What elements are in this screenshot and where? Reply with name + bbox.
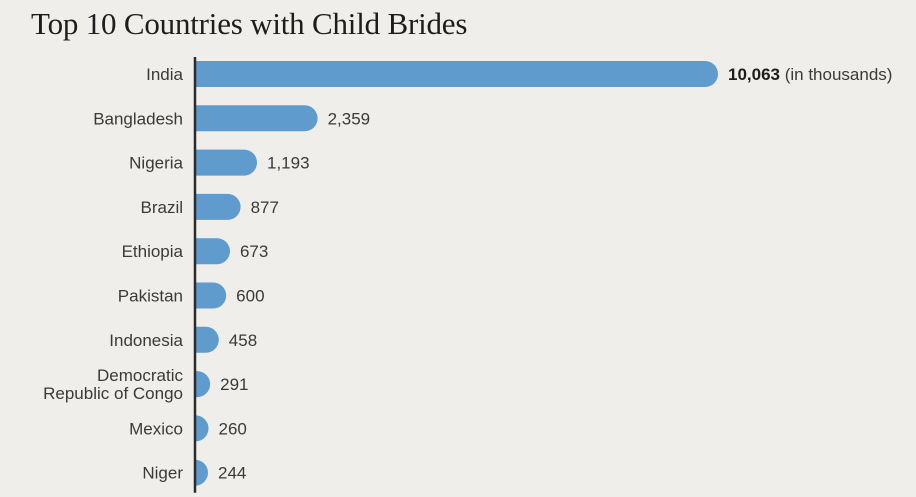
bar-8 xyxy=(195,415,209,442)
category-label-8: Mexico xyxy=(129,419,183,438)
value-label-2: 1,193 xyxy=(267,154,310,173)
bar-4 xyxy=(195,238,230,265)
category-label-0: India xyxy=(146,65,183,84)
category-label-1: Bangladesh xyxy=(93,109,183,128)
category-label-3: Brazil xyxy=(140,198,183,217)
bar-9 xyxy=(195,459,208,486)
value-label-4: 673 xyxy=(240,242,268,261)
value-label-3: 877 xyxy=(251,198,279,217)
page-title: Top 10 Countries with Child Brides xyxy=(31,6,468,41)
category-label-5: Pakistan xyxy=(118,287,183,306)
value-label-7: 291 xyxy=(220,375,248,394)
value-label-5: 600 xyxy=(236,287,264,306)
bar-1 xyxy=(195,105,318,132)
value-label-0: 10,063 (in thousands) xyxy=(728,65,892,84)
category-label-2: Nigeria xyxy=(129,154,183,173)
value-label-number-0: 10,063 xyxy=(728,65,780,84)
bar-2 xyxy=(195,149,258,176)
category-label-7-line-1: Republic of Congo xyxy=(43,384,183,403)
bar-6 xyxy=(195,326,219,353)
category-label-7-line-0: Democratic xyxy=(97,366,183,385)
bar-0 xyxy=(195,61,718,87)
bar-3 xyxy=(195,193,241,220)
value-label-9: 244 xyxy=(218,464,246,483)
unit-label: (in thousands) xyxy=(780,65,892,84)
category-label-6: Indonesia xyxy=(109,331,183,350)
value-label-1: 2,359 xyxy=(328,109,371,128)
value-label-6: 458 xyxy=(229,331,257,350)
value-label-8: 260 xyxy=(219,419,247,438)
category-label-9: Niger xyxy=(142,464,183,483)
bar-7 xyxy=(195,371,211,398)
bar-5 xyxy=(195,282,227,309)
category-label-4: Ethiopia xyxy=(122,242,184,261)
